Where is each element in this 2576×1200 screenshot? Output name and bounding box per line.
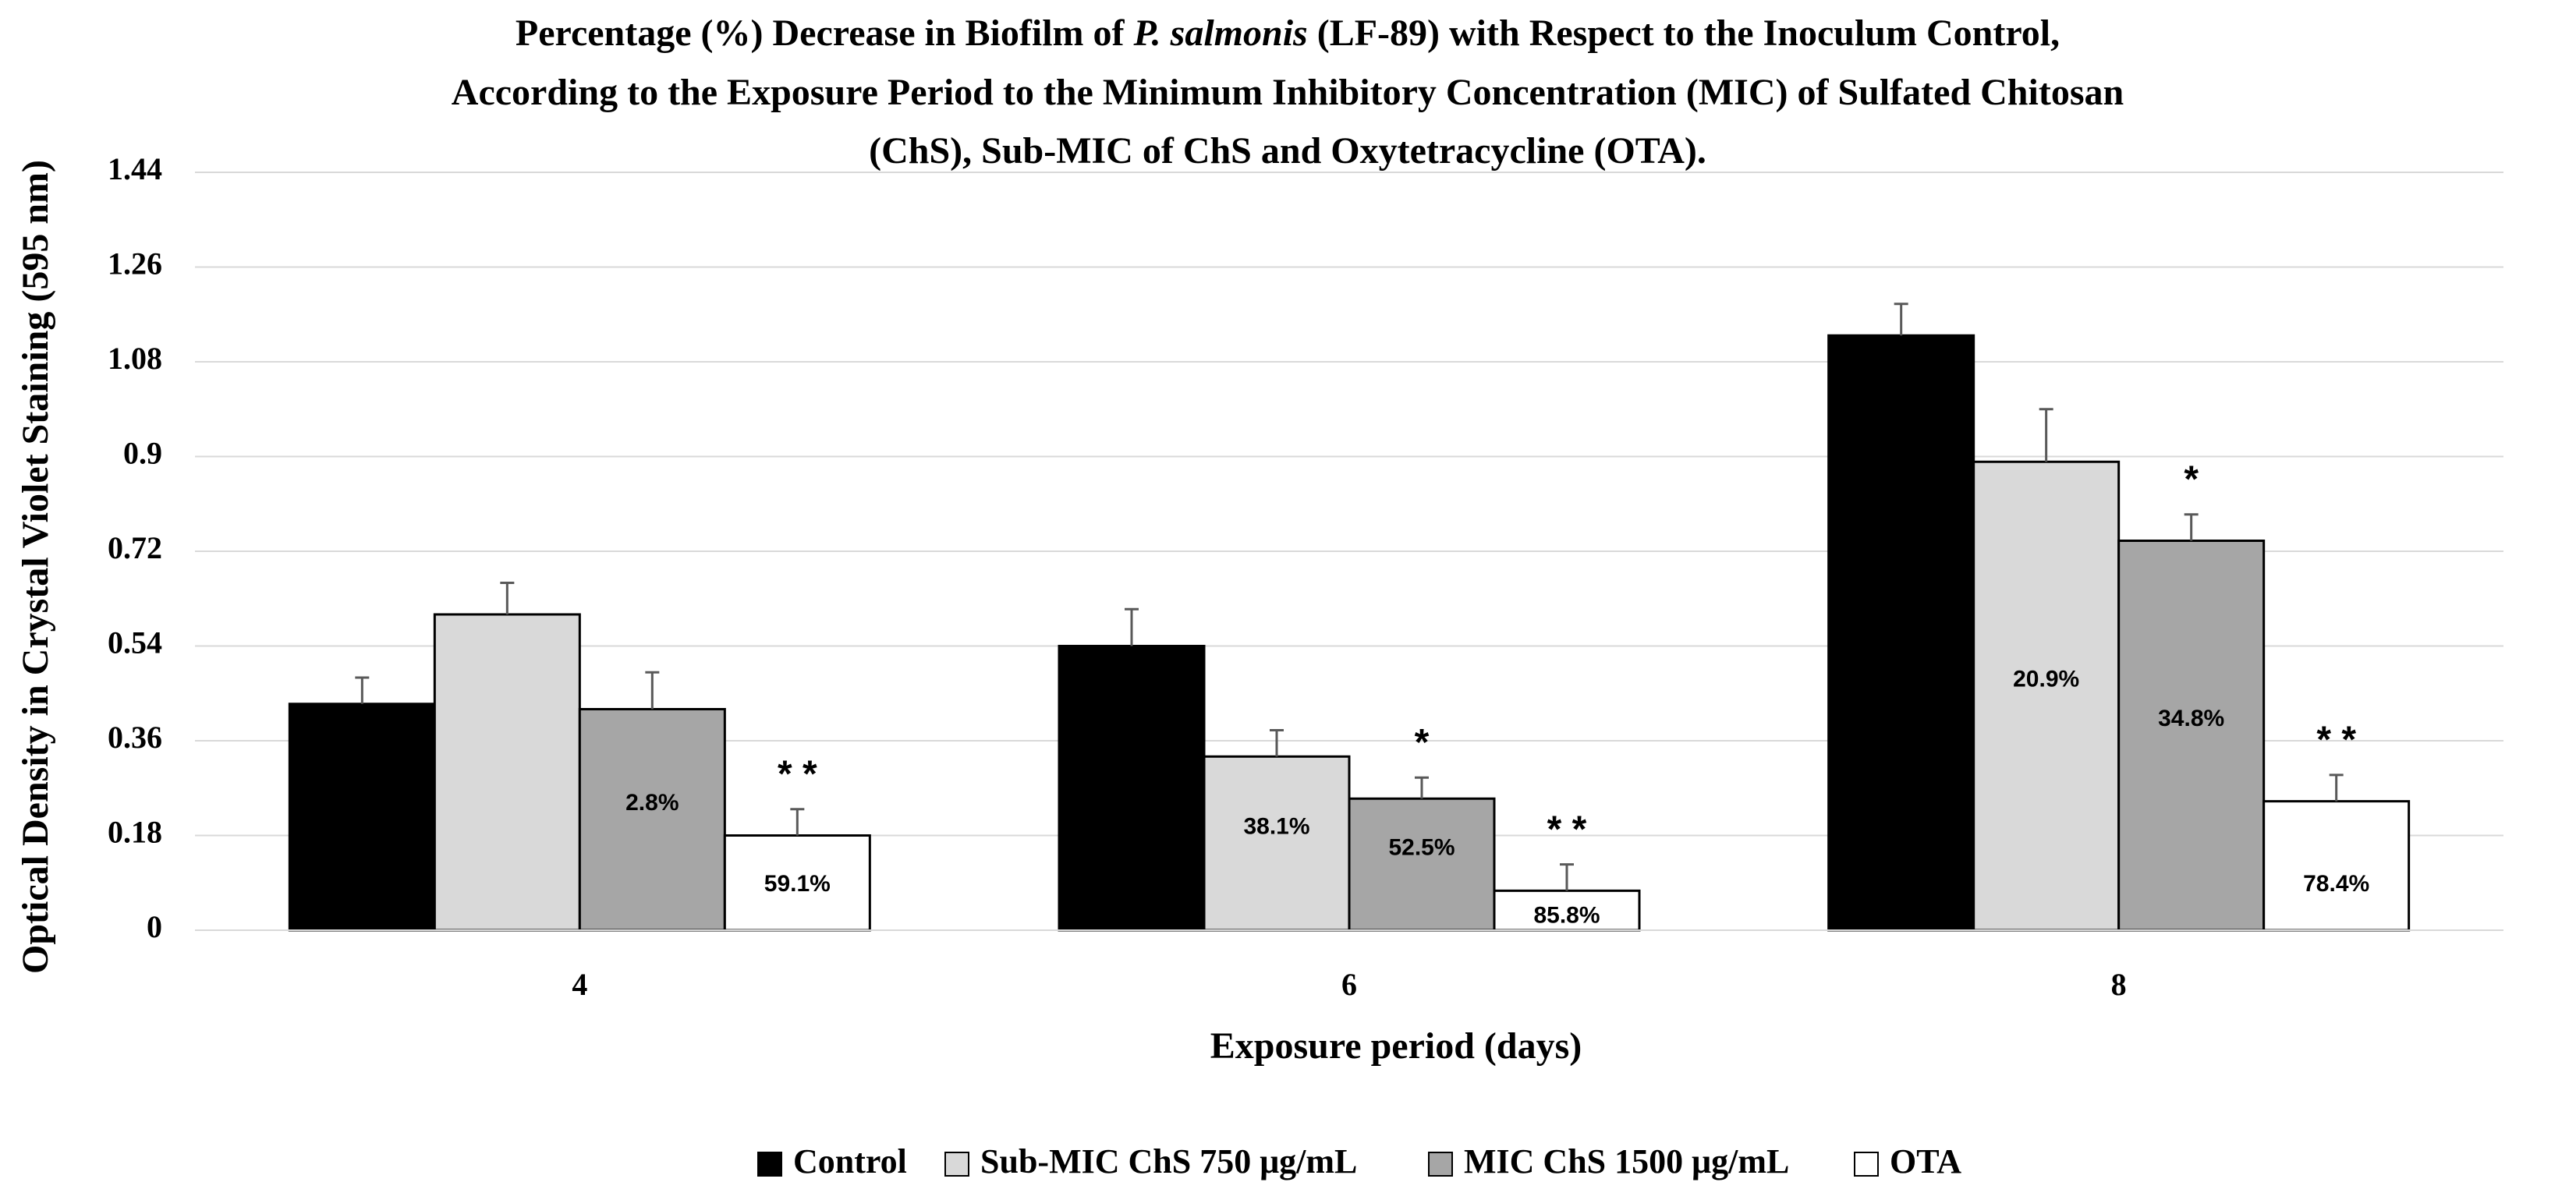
title-text: Percentage (%) Decrease in Biofilm of xyxy=(516,12,1134,54)
bar xyxy=(723,834,871,932)
x-axis-title: Exposure period (days) xyxy=(1210,1025,1582,1067)
gridlines: 0 0.18 0.36 0.54 0.72 0.9 1.08 1.26 1.44 xyxy=(108,151,2503,944)
significance-marker: * * xyxy=(1547,809,1587,850)
y-axis-title: Optical Density in Crystal Violet Staini… xyxy=(15,160,56,974)
legend-label: Sub-MIC ChS 750 μg/mL xyxy=(980,1142,1357,1181)
significance-marker: * xyxy=(1415,722,1430,763)
y-tick-label: 1.44 xyxy=(108,151,162,186)
legend-swatch xyxy=(1428,1152,1453,1177)
data-label: 20.9% xyxy=(2013,667,2079,692)
legend-swatch xyxy=(757,1152,782,1177)
bar xyxy=(433,613,581,932)
y-tick-label: 0.36 xyxy=(108,720,162,755)
data-label: 38.1% xyxy=(1243,814,1309,840)
bar xyxy=(578,708,726,932)
y-tick-label: 0.54 xyxy=(108,625,162,660)
x-tick-label: 4 xyxy=(572,967,587,1002)
legend-label: MIC ChS 1500 μg/mL xyxy=(1464,1142,1789,1181)
bar xyxy=(1203,755,1351,932)
y-tick-label: 0.18 xyxy=(108,815,162,850)
y-tick-label: 0.9 xyxy=(123,436,162,471)
legend-label: OTA xyxy=(1890,1142,1961,1181)
bar xyxy=(1058,645,1206,932)
title-text: According to the Exposure Period to the … xyxy=(452,72,2124,113)
y-tick-label: 0.72 xyxy=(108,530,162,565)
data-label: 59.1% xyxy=(764,871,831,897)
data-label: 85.8% xyxy=(1533,903,1600,929)
title-text-italic: P. salmonis xyxy=(1133,12,1308,54)
y-tick-label: 1.26 xyxy=(108,246,162,281)
bars: 2.8% 59.1% * * 38.1% 52.5% * 85.8% * * 20.9% 34.8… xyxy=(288,303,2411,932)
bar xyxy=(1348,797,1496,932)
legend-swatch xyxy=(1854,1152,1879,1177)
chart-title-line: According to the Exposure Period to the … xyxy=(452,72,2124,113)
x-tick-label: 8 xyxy=(2111,967,2127,1002)
bar xyxy=(2262,800,2411,932)
y-tick-label: 1.08 xyxy=(108,341,162,376)
data-label: 34.8% xyxy=(2158,706,2224,731)
significance-marker: * * xyxy=(2316,720,2356,761)
bar xyxy=(1972,460,2121,932)
bar xyxy=(1827,334,1975,932)
x-tick-label: 6 xyxy=(1341,967,1357,1002)
title-text: (ChS), Sub-MIC of ChS and Oxytetracyclin… xyxy=(869,130,1706,172)
chart-title-line: (ChS), Sub-MIC of ChS and Oxytetracyclin… xyxy=(869,130,1706,172)
y-tick-label: 0 xyxy=(147,909,162,944)
chart-title: Percentage (%) Decrease in Biofilm of P.… xyxy=(452,12,2124,172)
legend-swatch xyxy=(944,1152,969,1177)
title-text: (LF-89) with Respect to the Inoculum Con… xyxy=(1308,12,2060,54)
data-label: 78.4% xyxy=(2303,871,2369,897)
data-label: 2.8% xyxy=(625,790,679,816)
chart-title-line: Percentage (%) Decrease in Biofilm of P.… xyxy=(516,12,2060,54)
significance-marker: * * xyxy=(778,753,817,795)
significance-marker: * xyxy=(2184,458,2199,500)
data-label: 52.5% xyxy=(1388,835,1455,861)
legend: Control Sub-MIC ChS 750 μg/mL MIC ChS 1500… xyxy=(757,1142,1961,1181)
bar xyxy=(2117,540,2266,932)
legend-label: Control xyxy=(793,1142,907,1181)
bar xyxy=(288,703,436,932)
